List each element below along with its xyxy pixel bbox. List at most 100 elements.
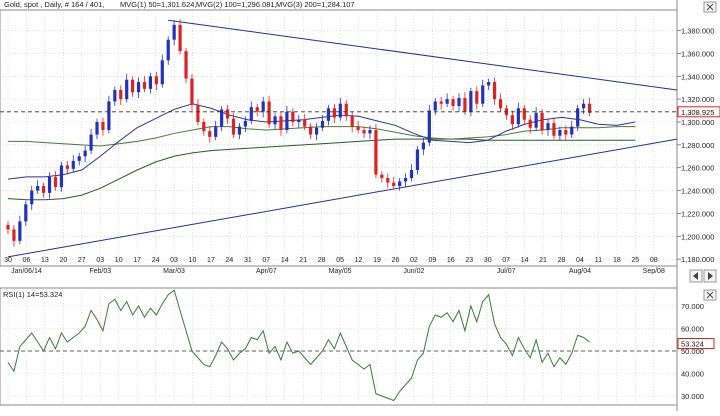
chart-title: Gold, spot , Daily, # 164 / 401, <box>4 0 104 9</box>
candle-body <box>380 174 384 178</box>
candle <box>36 180 40 194</box>
candle-body <box>398 181 402 186</box>
trendline-0 <box>7 138 678 258</box>
candle <box>368 125 372 140</box>
candle-body <box>178 24 182 52</box>
candle-body <box>101 122 105 130</box>
candle-body <box>368 130 372 134</box>
price-tick-label: 1,380.000 <box>681 27 714 36</box>
candle-body <box>415 149 420 170</box>
candle-body <box>403 178 408 182</box>
rsi-tick-label: 30.000 <box>681 392 704 401</box>
candle-body <box>362 130 366 134</box>
candle <box>510 110 515 130</box>
candle <box>59 162 64 192</box>
date-tick-label: 28 <box>558 257 566 264</box>
month-label: Jul/07 <box>497 268 516 275</box>
candle-body <box>356 126 360 130</box>
candle <box>344 100 348 121</box>
candle-body <box>255 107 259 112</box>
candle-body <box>273 116 277 125</box>
candle <box>18 215 22 245</box>
candle <box>314 123 319 141</box>
candle <box>225 104 230 125</box>
candle-body <box>202 122 206 132</box>
candle <box>12 224 16 247</box>
candle <box>392 176 396 190</box>
candle <box>475 86 479 110</box>
candle <box>220 106 224 132</box>
scroll-right-icon[interactable] <box>703 269 717 283</box>
candle <box>439 96 443 110</box>
month-label: May/05 <box>329 268 352 275</box>
candle-body <box>528 119 532 128</box>
candle-body <box>326 108 331 121</box>
candlesticks <box>6 19 592 247</box>
candle-body <box>487 82 491 86</box>
candle-body <box>350 116 354 127</box>
candle-body <box>18 221 22 241</box>
candle <box>243 116 247 133</box>
candle-body <box>433 101 437 111</box>
candle-body <box>12 229 16 241</box>
price-tick-label: 1,200.000 <box>681 232 714 241</box>
rsi-series <box>7 289 590 402</box>
candle-body <box>492 82 497 100</box>
candle-body <box>457 98 461 106</box>
candle <box>552 117 556 140</box>
scroll-left-icon[interactable] <box>689 269 703 283</box>
candle <box>148 72 153 94</box>
candle-body <box>445 99 449 104</box>
date-tick-label: 06 <box>23 257 31 264</box>
candle <box>570 120 574 138</box>
candle-body <box>119 90 123 100</box>
candle-body <box>451 99 455 106</box>
candle <box>587 98 592 117</box>
candle <box>386 173 390 189</box>
candle-body <box>386 178 390 183</box>
candle <box>546 118 550 136</box>
candle <box>196 99 200 126</box>
date-tick-label: 23 <box>465 257 473 264</box>
candle-body <box>231 118 236 135</box>
candle <box>142 76 147 93</box>
candle <box>279 111 283 136</box>
candle <box>237 123 242 140</box>
mvg1-label: MVG(1) 50=1,301.624, <box>120 0 197 9</box>
date-tick-label: 30 <box>484 257 492 264</box>
candle <box>445 93 449 108</box>
candle-body <box>297 119 301 122</box>
candle-body <box>214 126 218 137</box>
candle <box>172 20 176 46</box>
candle-body <box>314 127 319 135</box>
candle <box>83 146 87 162</box>
candle-body <box>267 101 271 125</box>
candle <box>47 172 52 199</box>
candle-body <box>587 103 592 113</box>
candle <box>166 36 170 65</box>
ma200-line <box>7 138 636 201</box>
candle <box>356 120 360 134</box>
candle <box>534 107 538 132</box>
date-tick-label: 24 <box>226 257 234 264</box>
candle <box>214 120 218 141</box>
close-icon[interactable] <box>703 1 717 13</box>
candle-body <box>309 126 313 135</box>
rsi-close-icon[interactable] <box>703 289 717 301</box>
candle <box>362 126 366 138</box>
candle-body <box>160 60 164 85</box>
month-label: Sep/08 <box>643 268 665 275</box>
candle-body <box>53 176 58 188</box>
date-tick-label: 10 <box>189 257 197 264</box>
candle <box>202 118 206 136</box>
date-tick-label: 17 <box>133 257 141 264</box>
rsi-last-label: 53.324 <box>681 340 704 349</box>
last-price-label: 1,308.925 <box>681 108 714 117</box>
date-tick-label: 19 <box>373 257 381 264</box>
candle <box>309 123 313 140</box>
candle <box>125 74 129 103</box>
date-tick-label: 20 <box>59 257 67 264</box>
candle-body <box>285 111 289 130</box>
candle-body <box>77 156 81 161</box>
